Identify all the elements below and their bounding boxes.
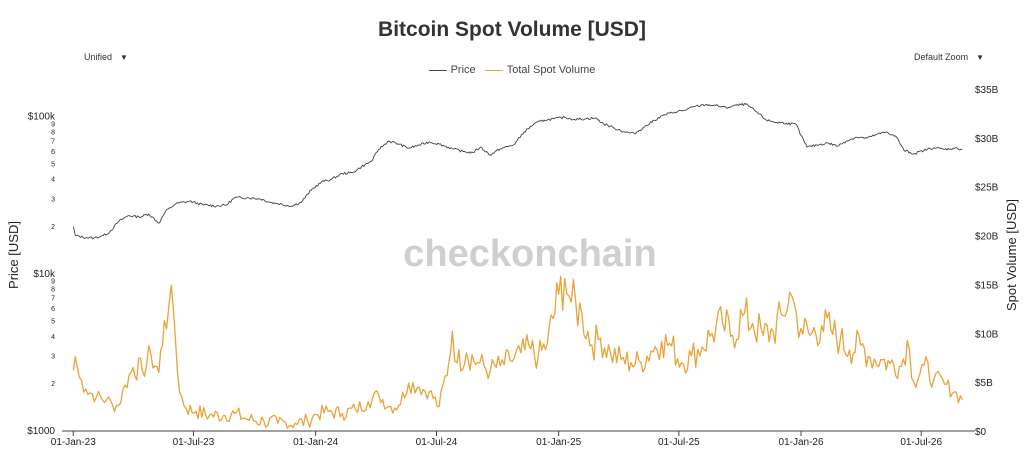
y-left-minor-tick-label: 3 — [51, 196, 55, 203]
zoom-dropdown[interactable]: Default Zoom ▼ — [914, 52, 984, 62]
y-right-tick-label: $20B — [975, 232, 999, 243]
y-left-minor-tick-label: 7 — [51, 296, 55, 303]
y-left-minor-tick-label: 3 — [51, 354, 55, 361]
x-axis: 01-Jan-23 01-Jul-23 01-Jan-24 01-Jul-24 01-J… — [51, 431, 942, 448]
y-left-minor-tick-label: 4 — [51, 334, 55, 341]
legend-label-volume: Total Spot Volume — [506, 64, 596, 76]
y-left-minor-tick-label: 4 — [51, 177, 55, 184]
x-tick-label: 01-Jan-23 — [51, 437, 96, 448]
plot-area — [72, 102, 963, 429]
legend-item-volume[interactable]: Total Spot Volume — [484, 64, 596, 76]
y-left-tick-label: $10k — [33, 269, 56, 280]
legend-swatch-price — [428, 69, 447, 71]
y-left-tick-label: $1000 — [27, 426, 55, 437]
y-left-minor-tick-label: 2 — [51, 224, 55, 231]
y-right-tick-label: $35B — [975, 85, 999, 96]
y-right-tick-label: $25B — [975, 183, 999, 194]
y-left-minor-tick-label: 6 — [51, 306, 55, 313]
y-left-minor-tick-label: 2 — [51, 381, 55, 388]
chart-legend: Price Total Spot Volume — [0, 64, 1024, 76]
legend-item-price[interactable]: Price — [428, 64, 476, 76]
y-right-axis: $0 $5B $10B $15B $20B $25B $30B $35B — [975, 85, 999, 438]
axis-mode-label: Unified — [84, 52, 113, 62]
y-right-tick-label: $0 — [975, 427, 987, 438]
x-tick-label: 01-Jul-26 — [900, 437, 942, 448]
chevron-down-icon: ▼ — [120, 53, 128, 62]
x-tick-label: 01-Jan-26 — [779, 437, 824, 448]
y-left-minor-tick-label: 7 — [51, 139, 55, 146]
y-right-tick-label: $15B — [975, 280, 999, 291]
x-tick-label: 01-Jul-25 — [658, 437, 700, 448]
y-left-minor-tick-label: 8 — [51, 129, 55, 136]
y-right-tick-label: $10B — [975, 329, 999, 340]
x-tick-label: 01-Jan-25 — [536, 437, 581, 448]
chart-title: Bitcoin Spot Volume [USD] — [378, 18, 646, 41]
axis-mode-dropdown[interactable]: Unified ▼ — [84, 52, 128, 62]
x-tick-label: 01-Jan-24 — [293, 437, 338, 448]
y-left-minor-tick-label: 6 — [51, 149, 55, 156]
x-tick-label: 01-Jul-23 — [173, 437, 215, 448]
y-left-title: Price [USD] — [6, 221, 21, 289]
y-right-title: Spot Volume [USD] — [1004, 199, 1019, 311]
series-total-spot-volume — [72, 275, 963, 429]
legend-swatch-volume — [484, 69, 503, 71]
chevron-down-icon: ▼ — [976, 53, 984, 62]
y-right-tick-label: $5B — [975, 378, 993, 389]
x-tick-label: 01-Jul-24 — [416, 437, 458, 448]
y-left-minor-tick-label: 9 — [51, 279, 55, 286]
zoom-label: Default Zoom — [914, 52, 969, 62]
y-left-minor-tick-label: 8 — [51, 287, 55, 294]
y-left-minor-tick-label: 9 — [51, 121, 55, 128]
y-right-tick-label: $30B — [975, 134, 999, 145]
y-left-minor-tick-label: 5 — [51, 161, 55, 168]
legend-label-price: Price — [450, 64, 476, 76]
y-left-tick-label: $100k — [28, 112, 56, 123]
series-price — [72, 102, 963, 240]
watermark: checkonchain — [403, 233, 656, 275]
y-left-minor-tick-label: 5 — [51, 319, 55, 326]
